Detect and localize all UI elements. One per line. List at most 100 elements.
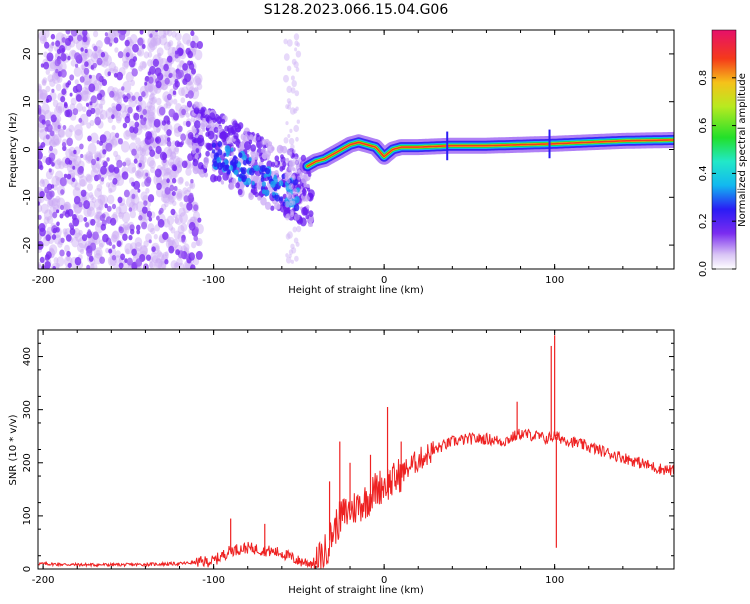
snr-x-ticks: -200 -100 0 100 bbox=[32, 330, 658, 586]
noise-blob bbox=[53, 138, 60, 147]
noise-blob bbox=[195, 77, 202, 86]
noise-blob bbox=[178, 207, 186, 217]
noise-blob bbox=[118, 262, 124, 269]
noise-blob bbox=[94, 198, 104, 210]
noise-blob bbox=[52, 265, 56, 269]
noise-blob bbox=[308, 210, 314, 218]
snr-marks bbox=[38, 335, 674, 569]
noise-blob bbox=[196, 41, 203, 49]
noise-blob bbox=[133, 112, 140, 121]
noise-blob bbox=[151, 246, 156, 253]
noise-blob bbox=[93, 151, 102, 161]
noise-blob bbox=[56, 158, 62, 166]
noise-blob bbox=[226, 169, 231, 175]
noise-blob bbox=[110, 234, 118, 243]
noise-blob bbox=[286, 39, 293, 47]
noise-blob bbox=[68, 222, 73, 228]
noise-blob bbox=[190, 30, 195, 37]
noise-blob bbox=[49, 139, 56, 148]
noise-blob bbox=[112, 177, 118, 185]
noise-blob bbox=[143, 200, 148, 207]
noise-blob bbox=[177, 224, 185, 234]
noise-blob bbox=[192, 144, 197, 151]
noise-blob bbox=[167, 236, 175, 247]
noise-blob bbox=[51, 88, 55, 93]
noise-blob bbox=[243, 134, 250, 143]
noise-blob bbox=[55, 195, 61, 203]
noise-blob bbox=[170, 151, 177, 160]
noise-blob bbox=[179, 142, 183, 148]
noise-blob bbox=[88, 192, 94, 198]
noise-blob bbox=[141, 61, 147, 69]
noise-blob bbox=[109, 42, 113, 47]
noise-blob bbox=[51, 234, 57, 240]
noise-blob bbox=[118, 32, 126, 41]
noise-blob bbox=[139, 30, 144, 35]
noise-blob bbox=[179, 212, 188, 224]
noise-blob bbox=[158, 30, 167, 39]
noise-blob bbox=[196, 137, 202, 145]
noise-blob bbox=[89, 242, 97, 251]
noise-blob bbox=[291, 175, 296, 181]
noise-blob bbox=[93, 247, 103, 259]
noise-blob bbox=[289, 198, 293, 204]
noise-blob bbox=[141, 44, 146, 49]
noise-blob bbox=[293, 124, 300, 133]
noise-blob bbox=[121, 86, 125, 91]
noise-blob bbox=[38, 201, 41, 206]
noise-blob bbox=[38, 214, 42, 220]
noise-blob bbox=[283, 38, 288, 45]
noise-blob bbox=[223, 152, 227, 157]
noise-blob bbox=[242, 154, 248, 162]
noise-blob bbox=[106, 157, 110, 162]
noise-blob bbox=[224, 145, 231, 153]
noise-blob bbox=[125, 71, 134, 83]
noise-blob bbox=[121, 211, 131, 223]
noise-blob bbox=[189, 181, 196, 190]
noise-blob bbox=[94, 49, 103, 60]
noise-blob bbox=[150, 92, 155, 100]
noise-blob bbox=[157, 57, 164, 65]
noise-blob bbox=[274, 202, 281, 210]
noise-blob bbox=[175, 164, 183, 173]
noise-blob bbox=[134, 241, 142, 252]
noise-blob bbox=[96, 140, 100, 145]
noise-blob bbox=[136, 229, 141, 235]
noise-blob bbox=[194, 73, 203, 84]
colorbar-ticks: 0.0 0.2 0.4 0.6 0.8 bbox=[698, 70, 736, 277]
noise-blob bbox=[113, 30, 120, 37]
noise-blob bbox=[67, 262, 72, 269]
noise-blob bbox=[38, 223, 46, 232]
noise-blob bbox=[185, 94, 189, 98]
noise-blob bbox=[156, 257, 161, 264]
snr-x-axis-label: Height of straight line (km) bbox=[288, 585, 424, 596]
noise-blob bbox=[290, 144, 295, 150]
noise-blob bbox=[273, 186, 278, 192]
noise-blob bbox=[239, 141, 246, 150]
noise-blob bbox=[184, 181, 189, 187]
noise-blob bbox=[156, 187, 164, 198]
noise-blob bbox=[110, 217, 117, 226]
noise-blob bbox=[91, 158, 96, 166]
noise-blob bbox=[274, 170, 279, 176]
noise-blob bbox=[153, 30, 158, 37]
noise-blob bbox=[51, 41, 55, 46]
noise-blob bbox=[155, 175, 163, 185]
noise-blob bbox=[98, 203, 104, 211]
noise-blob bbox=[186, 202, 193, 211]
noise-blob bbox=[103, 54, 112, 66]
noise-blob bbox=[80, 90, 89, 101]
snr-frame bbox=[37, 329, 675, 570]
noise-blob bbox=[99, 113, 104, 120]
noise-blob bbox=[75, 94, 82, 102]
noise-blob bbox=[257, 195, 262, 201]
noise-blob bbox=[72, 165, 76, 170]
noise-blob bbox=[86, 122, 92, 129]
noise-blob bbox=[146, 254, 151, 261]
noise-blob bbox=[46, 215, 54, 224]
noise-blob bbox=[105, 142, 113, 152]
noise-blob bbox=[72, 108, 79, 116]
noise-blob bbox=[50, 114, 57, 123]
